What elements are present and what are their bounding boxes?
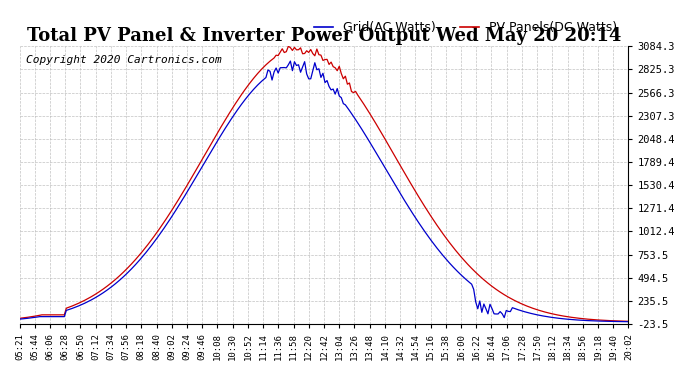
Grid(AC Watts) bbox=[624, 320, 633, 324]
Grid(AC Watts) bbox=[390, 181, 398, 186]
Grid(AC Watts) bbox=[378, 160, 386, 165]
Line: PV Panels(DC Watts): PV Panels(DC Watts) bbox=[19, 46, 629, 321]
PV Panels(DC Watts) bbox=[17, 316, 26, 320]
PV Panels(DC Watts) bbox=[15, 316, 23, 321]
PV Panels(DC Watts) bbox=[284, 44, 293, 48]
PV Panels(DC Watts) bbox=[380, 135, 388, 140]
PV Panels(DC Watts) bbox=[390, 153, 398, 157]
Title: Total PV Panel & Inverter Power Output Wed May 20 20:14: Total PV Panel & Inverter Power Output W… bbox=[27, 27, 621, 45]
Legend: Grid(AC Watts), PV Panels(DC Watts): Grid(AC Watts), PV Panels(DC Watts) bbox=[309, 16, 622, 39]
Grid(AC Watts) bbox=[15, 317, 23, 321]
Grid(AC Watts) bbox=[17, 317, 26, 321]
PV Panels(DC Watts) bbox=[624, 319, 633, 324]
Grid(AC Watts) bbox=[569, 318, 578, 322]
Line: Grid(AC Watts): Grid(AC Watts) bbox=[19, 61, 629, 322]
PV Panels(DC Watts) bbox=[378, 132, 386, 136]
Grid(AC Watts) bbox=[531, 312, 539, 316]
Grid(AC Watts) bbox=[286, 59, 295, 63]
Text: Copyright 2020 Cartronics.com: Copyright 2020 Cartronics.com bbox=[26, 55, 221, 64]
PV Panels(DC Watts) bbox=[531, 307, 539, 311]
PV Panels(DC Watts) bbox=[569, 315, 578, 320]
Grid(AC Watts) bbox=[380, 164, 388, 168]
